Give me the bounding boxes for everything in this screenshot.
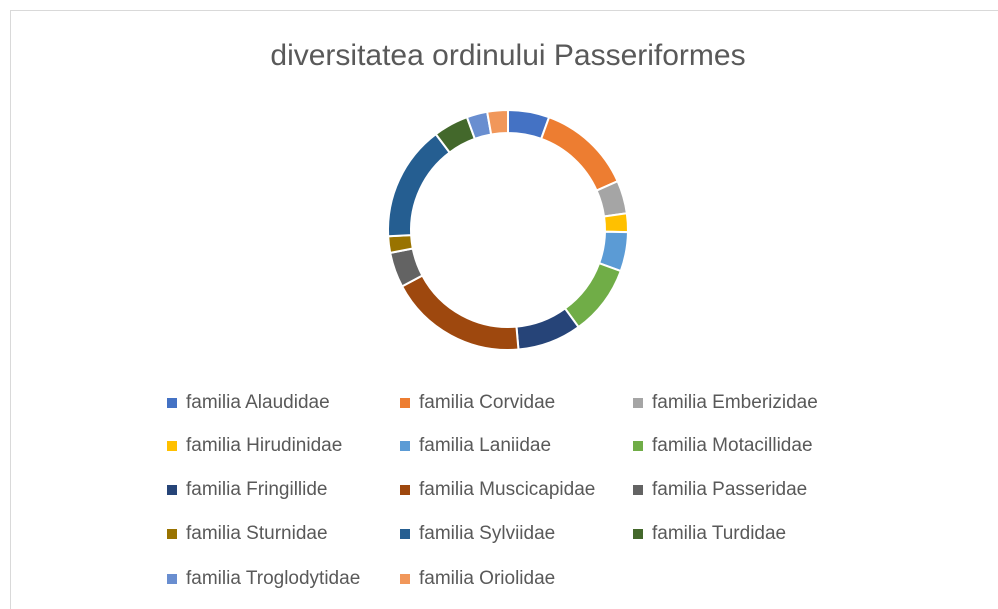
legend-label: familia Sylviidae: [419, 523, 555, 544]
legend-swatch: [633, 398, 643, 408]
legend-swatch: [167, 529, 177, 539]
doughnut-segment: [486, 108, 509, 136]
chart-title: diversitatea ordinului Passeriformes: [270, 39, 745, 72]
legend-label: familia Oriolidae: [419, 568, 555, 589]
legend-swatch: [400, 398, 410, 408]
legend-label: familia Motacillidae: [652, 435, 813, 456]
legend-swatch: [633, 441, 643, 451]
legend-label: familia Laniidae: [419, 435, 551, 456]
legend-swatch: [167, 485, 177, 495]
legend-label: familia Emberizidae: [652, 392, 818, 413]
legend-swatch: [400, 529, 410, 539]
doughnut-segment: [602, 212, 629, 234]
legend-label: familia Turdidae: [652, 523, 786, 544]
legend-label: familia Corvidae: [419, 392, 555, 413]
legend-label: familia Alaudidae: [186, 392, 330, 413]
legend-label: familia Fringillide: [186, 479, 328, 500]
legend-label: familia Sturnidae: [186, 523, 328, 544]
legend-swatch: [400, 574, 410, 584]
legend-label: familia Muscicapidae: [419, 479, 595, 500]
legend-swatch: [633, 485, 643, 495]
legend-label: familia Troglodytidae: [186, 568, 360, 589]
legend-label: familia Hirudinidae: [186, 435, 342, 456]
legend-swatch: [400, 485, 410, 495]
legend-swatch: [167, 441, 177, 451]
chart-frame: [10, 10, 998, 609]
legend-swatch: [167, 398, 177, 408]
legend-swatch: [400, 441, 410, 451]
legend-swatch: [167, 574, 177, 584]
legend-label: familia Passeridae: [652, 479, 807, 500]
legend-swatch: [633, 529, 643, 539]
doughnut-segment: [387, 234, 414, 255]
